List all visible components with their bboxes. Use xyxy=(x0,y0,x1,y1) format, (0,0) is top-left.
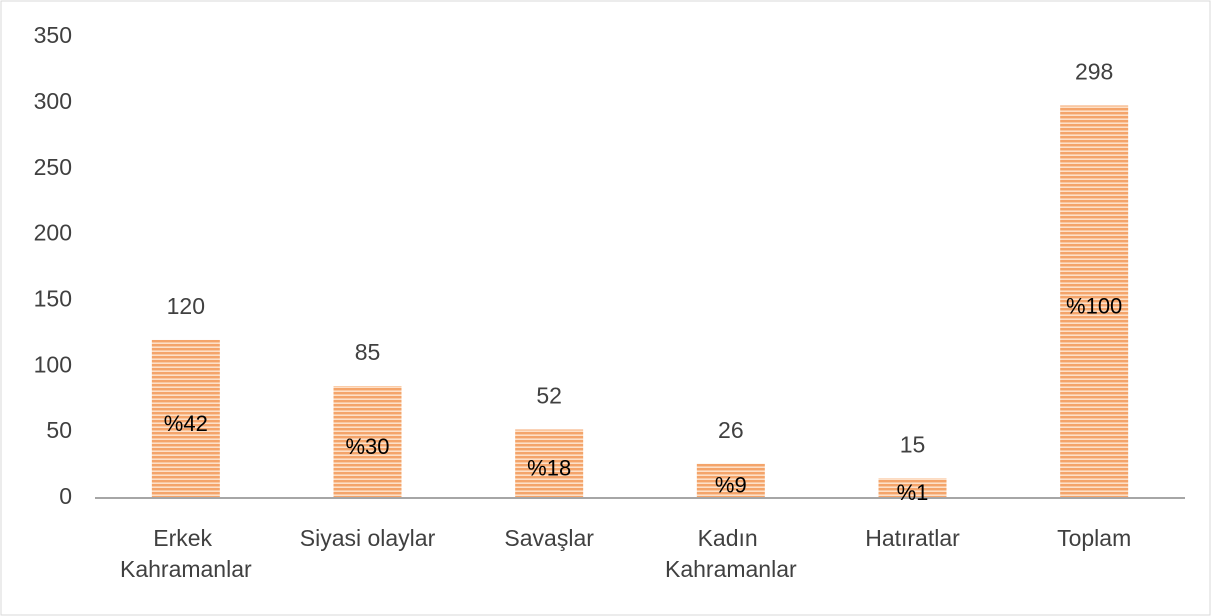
value-label: 52 xyxy=(536,383,562,409)
x-tick-label: Kadın Kahramanlar xyxy=(665,525,797,582)
y-tick-label: 300 xyxy=(34,88,72,114)
annotation: %42 xyxy=(164,411,208,436)
y-tick-label: 50 xyxy=(46,417,72,443)
value-label: 85 xyxy=(355,339,381,365)
bar xyxy=(1060,105,1129,499)
y-tick-label: 350 xyxy=(34,22,72,48)
bar xyxy=(696,463,765,498)
bar xyxy=(878,478,947,498)
bar xyxy=(333,386,402,498)
x-tick-label: Savaşlar xyxy=(504,525,594,551)
y-tick-label: 200 xyxy=(34,220,72,246)
y-tick-label: 0 xyxy=(59,483,72,509)
bar xyxy=(151,339,220,498)
x-tick-label: Erkek Kahramanlar xyxy=(120,525,252,582)
value-label: 298 xyxy=(1075,59,1113,85)
y-tick-label: 100 xyxy=(34,351,72,377)
x-tick-label: Toplam xyxy=(1057,525,1131,551)
annotation: %9 xyxy=(715,473,747,498)
annotation: %30 xyxy=(345,434,389,459)
value-label: 120 xyxy=(167,293,205,319)
y-tick-label: 150 xyxy=(34,286,72,312)
annotation: %100 xyxy=(1066,294,1122,319)
bar xyxy=(515,429,584,498)
value-label: 15 xyxy=(900,431,926,457)
value-label: 26 xyxy=(718,417,744,443)
x-tick-label: Siyasi olaylar xyxy=(300,525,436,551)
x-tick-label: Hatıratlar xyxy=(865,525,960,551)
y-tick-label: 250 xyxy=(34,154,72,180)
annotation: %1 xyxy=(897,480,929,505)
annotation: %18 xyxy=(527,456,571,481)
